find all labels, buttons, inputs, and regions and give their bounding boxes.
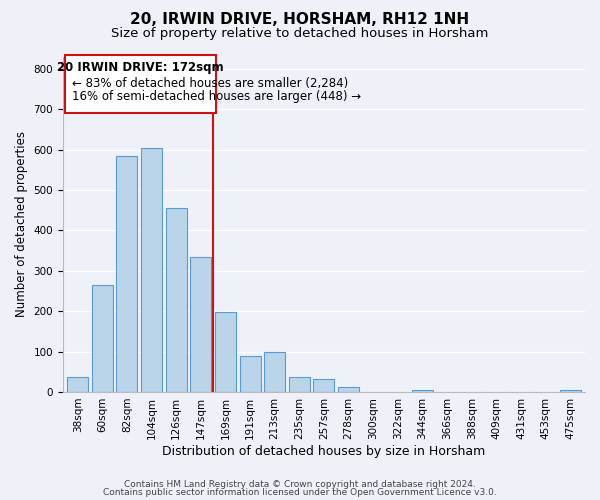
Bar [338, 387, 359, 392]
Y-axis label: Number of detached properties: Number of detached properties [15, 132, 28, 318]
Bar [166, 208, 187, 392]
Bar [313, 379, 334, 392]
FancyBboxPatch shape [65, 55, 216, 113]
X-axis label: Distribution of detached houses by size in Horsham: Distribution of detached houses by size … [163, 444, 485, 458]
Text: ← 83% of detached houses are smaller (2,284): ← 83% of detached houses are smaller (2,… [73, 77, 349, 90]
Text: Contains public sector information licensed under the Open Government Licence v3: Contains public sector information licen… [103, 488, 497, 497]
Bar [264, 352, 285, 392]
Bar [289, 377, 310, 392]
Text: 20 IRWIN DRIVE: 172sqm: 20 IRWIN DRIVE: 172sqm [57, 61, 223, 74]
Bar [560, 390, 581, 392]
Bar [141, 148, 162, 392]
Bar [215, 312, 236, 392]
Text: 20, IRWIN DRIVE, HORSHAM, RH12 1NH: 20, IRWIN DRIVE, HORSHAM, RH12 1NH [130, 12, 470, 28]
Text: Contains HM Land Registry data © Crown copyright and database right 2024.: Contains HM Land Registry data © Crown c… [124, 480, 476, 489]
Bar [116, 156, 137, 392]
Bar [412, 390, 433, 392]
Text: 16% of semi-detached houses are larger (448) →: 16% of semi-detached houses are larger (… [73, 90, 362, 103]
Bar [67, 376, 88, 392]
Bar [92, 285, 113, 392]
Text: Size of property relative to detached houses in Horsham: Size of property relative to detached ho… [112, 28, 488, 40]
Bar [190, 256, 211, 392]
Bar [239, 356, 260, 392]
